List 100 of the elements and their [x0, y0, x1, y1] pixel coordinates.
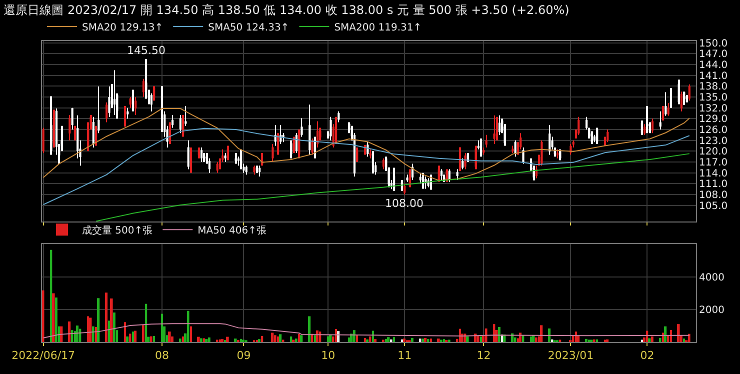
- line-series: [42, 128, 690, 206]
- bar: [142, 325, 144, 342]
- bar: [683, 338, 686, 342]
- bar: [97, 298, 100, 342]
- y-tick-label: 129.0: [699, 114, 728, 126]
- bar: [401, 339, 403, 342]
- bar: [55, 297, 58, 342]
- y-tick-label: 108.0: [699, 190, 728, 202]
- bar: [393, 337, 395, 342]
- bar: [575, 332, 577, 342]
- bar: [366, 339, 369, 342]
- bar: [205, 339, 208, 342]
- bar: [226, 336, 229, 342]
- bar: [132, 332, 134, 342]
- bar: [92, 326, 94, 342]
- bar: [316, 330, 318, 342]
- bar: [364, 338, 366, 342]
- y-tick-label: 2000: [699, 304, 724, 316]
- y-tick-label: 138.0: [699, 82, 728, 93]
- bar: [385, 338, 388, 342]
- bar: [52, 293, 55, 342]
- bar: [427, 339, 430, 342]
- x-tick-label: 02: [640, 349, 654, 362]
- bar: [71, 330, 74, 342]
- line-series: [96, 153, 690, 222]
- bar: [200, 338, 202, 342]
- bar: [688, 334, 690, 342]
- bar: [466, 336, 469, 342]
- bar: [221, 339, 224, 342]
- x-tick-label: 11: [398, 349, 412, 362]
- bar: [274, 335, 276, 342]
- bar: [219, 339, 221, 342]
- bar: [348, 337, 350, 342]
- bar: [150, 336, 152, 342]
- bar: [190, 326, 192, 342]
- legend-label: 成交量 500↑張: [82, 224, 153, 237]
- bar: [290, 336, 292, 342]
- bar: [76, 326, 79, 342]
- y-tick-label: 114.0: [699, 168, 728, 180]
- y-tick-label: 132.0: [699, 103, 728, 114]
- y-tick-label: 4000: [699, 272, 724, 284]
- bar: [390, 339, 392, 342]
- bar: [411, 338, 414, 342]
- bar: [485, 328, 488, 342]
- x-tick-label: 2023/01: [548, 349, 594, 362]
- candlestick: [670, 88, 672, 108]
- bar: [208, 337, 210, 342]
- bar: [593, 339, 596, 342]
- bar: [87, 316, 90, 342]
- y-tick-label: 117.0: [699, 158, 728, 168]
- bar: [279, 334, 282, 342]
- bar: [422, 338, 424, 342]
- bar: [261, 336, 264, 342]
- bar: [677, 324, 680, 342]
- y-tick-label: 135.0: [699, 92, 728, 104]
- x-tick-label: 2022/06/17: [12, 349, 76, 362]
- bar: [234, 338, 237, 342]
- annotation: 145.50: [127, 44, 166, 57]
- bar: [153, 336, 155, 342]
- x-tick-label: 08: [154, 349, 169, 362]
- chart-title: 還原日線圖 2023/02/17 開 134.50 高 138.50 低 134.00 收 138.00 s 元 量 500 張 +3.50 (+2.60%): [4, 3, 570, 18]
- candlestick: [646, 106, 648, 134]
- bar: [145, 304, 148, 342]
- bar: [403, 338, 406, 342]
- bar: [459, 328, 461, 342]
- y-tick-label: 126.0: [699, 124, 728, 136]
- bar: [430, 338, 432, 342]
- bar: [240, 338, 242, 342]
- legend-label: SMA20 129.13↑: [82, 22, 164, 34]
- bar: [124, 322, 126, 342]
- bar: [271, 332, 274, 342]
- bar: [50, 250, 52, 342]
- bar: [187, 310, 190, 342]
- bar: [182, 336, 184, 342]
- annotation: 108.00: [385, 197, 424, 210]
- bar: [374, 339, 377, 342]
- bar: [110, 298, 113, 342]
- y-tick-label: 111.0: [699, 179, 728, 190]
- legend-label: SMA200 119.31↑: [334, 22, 422, 34]
- bar: [126, 336, 129, 342]
- bar: [530, 336, 532, 342]
- bar: [437, 338, 440, 342]
- bar: [105, 292, 108, 342]
- bar: [498, 327, 500, 342]
- bar: [480, 336, 482, 342]
- bar: [298, 334, 300, 342]
- bar: [113, 312, 116, 342]
- bar: [651, 336, 654, 342]
- y-tick-label: 141.0: [699, 70, 728, 82]
- y-tick-label: 123.0: [699, 136, 728, 147]
- bar: [659, 338, 662, 342]
- bar: [300, 335, 303, 342]
- y-tick-label: 120.0: [699, 146, 728, 158]
- bar: [197, 336, 200, 342]
- bar: [514, 337, 516, 342]
- bar: [585, 338, 588, 342]
- bar: [179, 338, 182, 342]
- bar: [606, 339, 609, 342]
- bar: [258, 339, 260, 342]
- bar: [295, 338, 298, 342]
